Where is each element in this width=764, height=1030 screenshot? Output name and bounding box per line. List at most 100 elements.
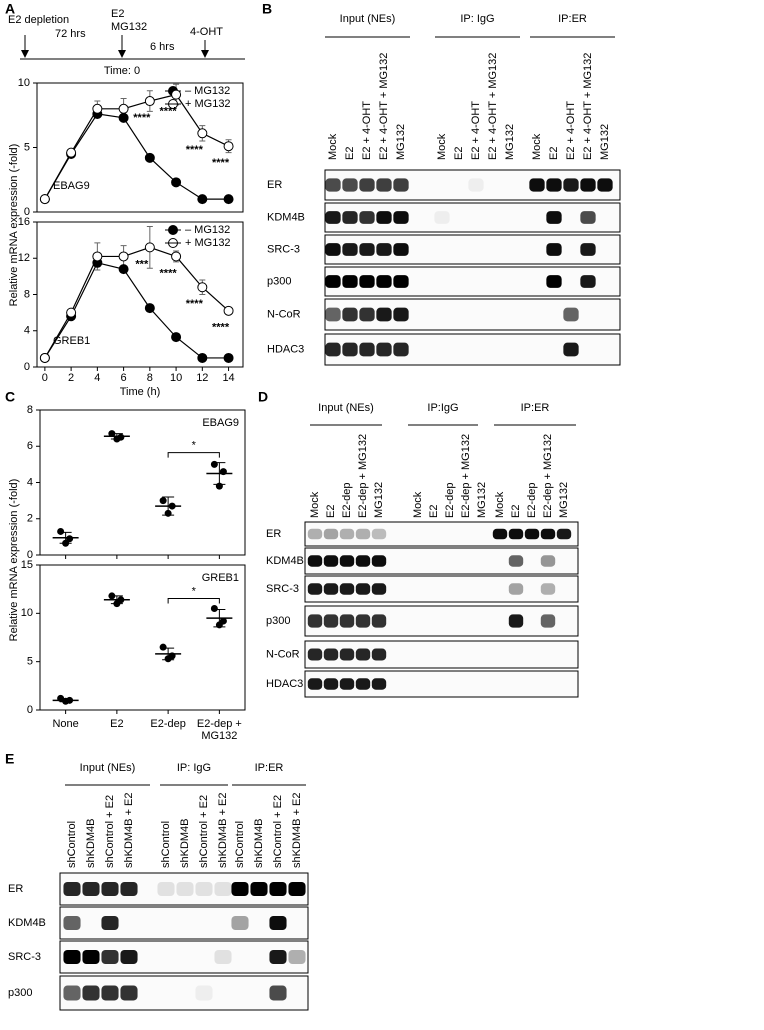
data-point [219, 468, 227, 476]
lane-label: E2 [344, 147, 356, 160]
band [411, 583, 425, 594]
band [371, 678, 387, 690]
band [342, 178, 358, 192]
data-point [171, 177, 182, 188]
significance-label: **** [133, 112, 151, 124]
band [250, 950, 267, 964]
band [525, 649, 539, 661]
band [597, 343, 612, 357]
data-point [159, 643, 167, 651]
band [546, 243, 562, 256]
band [597, 243, 612, 256]
group-header: IP:IgG [427, 402, 458, 414]
band [541, 649, 555, 661]
band [434, 275, 449, 288]
band [597, 308, 612, 322]
band [359, 178, 375, 192]
data-point [215, 482, 223, 490]
band [546, 178, 562, 192]
group-header: IP:ER [558, 13, 587, 25]
band [427, 555, 441, 566]
lane-label: E2-dep [341, 483, 353, 518]
band [325, 243, 341, 256]
panel-label: D [258, 389, 268, 405]
band [342, 342, 358, 357]
y-tick-label: 4 [27, 476, 33, 488]
lane-label: shKDM4B + E2 [291, 792, 303, 868]
row-label: HDAC3 [267, 343, 304, 355]
significance-bracket [167, 598, 220, 604]
band [359, 211, 375, 224]
band [339, 678, 355, 690]
data-point [113, 435, 121, 443]
y-tick-label: 5 [24, 141, 30, 153]
row-label: SRC-3 [267, 243, 300, 255]
band [214, 881, 232, 897]
band [557, 678, 571, 689]
band [468, 275, 483, 288]
band [443, 529, 457, 540]
significance-label: * [192, 439, 197, 451]
band [557, 583, 571, 594]
band [529, 343, 544, 357]
band [355, 528, 371, 540]
band [269, 949, 287, 965]
lane-label: E2-dep + MG132 [460, 434, 472, 518]
lane-label: Mock [494, 491, 506, 518]
data-point [197, 352, 208, 363]
significance-label: **** [212, 157, 230, 169]
data-point [144, 303, 155, 314]
band [231, 986, 248, 1001]
lane-label: E2 [453, 147, 465, 160]
band [323, 555, 339, 567]
band [468, 343, 483, 357]
data-point [118, 251, 129, 262]
row-label: SRC-3 [266, 583, 299, 595]
lane-label: shKDM4B + E2 [123, 792, 135, 868]
band [493, 614, 507, 627]
row-label: HDAC3 [266, 678, 303, 690]
band [563, 178, 579, 192]
data-point [118, 264, 129, 275]
band [323, 678, 339, 690]
y-tick-label: 6 [27, 440, 33, 452]
x-axis-title: Time (h) [120, 386, 161, 398]
band [307, 555, 323, 567]
band [393, 211, 409, 224]
band [475, 555, 489, 566]
y-tick-label: 10 [18, 77, 30, 89]
lane-label: E2 [548, 147, 560, 160]
band [459, 529, 473, 540]
data-point [108, 592, 116, 600]
band [63, 915, 81, 931]
arrow-head [201, 50, 209, 58]
band [371, 555, 387, 567]
band [557, 614, 571, 627]
band [434, 243, 449, 256]
y-tick-label: 15 [21, 559, 33, 571]
group-header: IP: IgG [460, 13, 494, 25]
data-point [168, 502, 176, 510]
band [288, 949, 306, 965]
timeline [20, 35, 245, 60]
band [359, 307, 375, 322]
data-point [223, 141, 234, 152]
y-tick-label: 16 [18, 216, 30, 228]
significance-label: **** [160, 267, 178, 279]
chart-label: GREB1 [202, 572, 239, 584]
band [157, 916, 174, 930]
band [355, 555, 371, 567]
band [556, 528, 572, 540]
band [485, 243, 500, 256]
band [342, 275, 358, 288]
band [546, 275, 562, 288]
band [502, 211, 517, 224]
lane-label: E2-dep + MG132 [542, 434, 554, 518]
lane-label: shKDM4B [85, 818, 97, 868]
band [459, 649, 473, 661]
band [459, 555, 473, 566]
lane-label: MG132 [558, 482, 570, 518]
band [101, 915, 119, 931]
band [427, 614, 441, 627]
